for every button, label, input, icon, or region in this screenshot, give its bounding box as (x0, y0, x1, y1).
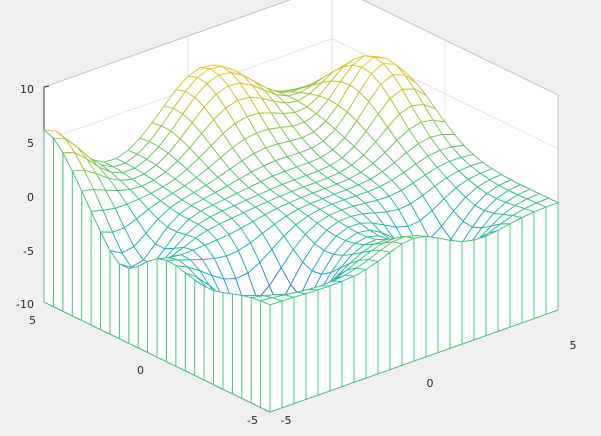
skirt-panel (437, 237, 451, 354)
skirt-panel (90, 211, 101, 331)
skirt-panel (269, 300, 283, 413)
skirt-panel (100, 231, 111, 335)
axes-ticks: 10 5 0 -5 -10 5 0 -5 -5 0 5 (16, 83, 576, 427)
skirt-panel (425, 235, 439, 358)
mesh-skirt (43, 128, 559, 413)
y-tick-label: 5 (29, 314, 36, 327)
skirt-panel (401, 237, 415, 366)
z-tick-label: 0 (27, 191, 34, 204)
z-tick-label: 5 (27, 137, 34, 150)
skirt-panel (293, 293, 307, 405)
skirt-panel (449, 239, 463, 349)
skirt-panel (128, 265, 139, 349)
y-tick-label: -5 (247, 414, 258, 427)
z-tick-label: -5 (23, 245, 34, 258)
skirt-panel (341, 275, 355, 388)
y-tick-label: 0 (137, 364, 144, 377)
skirt-panel (353, 268, 367, 383)
mesh-surface (42, 55, 560, 349)
skirt-panel (305, 289, 319, 400)
z-tick-label: 10 (20, 83, 34, 96)
skirt-panel (137, 260, 149, 354)
skirt-panel (533, 206, 547, 320)
skirt-panel (485, 229, 499, 337)
skirt-panel (156, 258, 167, 363)
skirt-panel (241, 294, 252, 404)
skirt-panel (329, 280, 343, 392)
skirt-panel (175, 264, 186, 372)
skirt-panel (118, 263, 130, 344)
skirt-panel (81, 190, 92, 326)
skirt-panel (213, 289, 224, 390)
skirt-panel (165, 259, 177, 367)
z-tick (43, 85, 50, 88)
skirt-panel (71, 170, 83, 322)
skirt-panel (521, 211, 535, 324)
box-edge (361, 0, 559, 96)
x-tick-label: -5 (281, 414, 292, 427)
z-tick-label: -10 (16, 298, 34, 311)
skirt-panel (317, 285, 331, 396)
skirt-panel (413, 235, 427, 362)
skirt-panel (184, 271, 196, 377)
skirt-panel (473, 235, 487, 341)
skirt-panel (250, 297, 262, 409)
skirt-panel (377, 251, 391, 375)
skirt-panel (194, 279, 205, 381)
skirt-panel (62, 152, 73, 317)
skirt-panel (231, 293, 243, 399)
skirt-panel (389, 242, 403, 371)
skirt-panel (461, 239, 475, 345)
skirt-panel (365, 260, 379, 379)
skirt-panel (147, 258, 158, 358)
skirt-panel (509, 216, 523, 328)
box-edge (43, 0, 291, 88)
skirt-panel (497, 223, 511, 332)
x-tick-label: 0 (427, 377, 434, 390)
skirt-panel (43, 128, 54, 308)
skirt-panel (281, 296, 295, 409)
skirt-panel (109, 249, 120, 340)
x-tick-label: 5 (570, 339, 577, 352)
skirt-panel (222, 292, 233, 395)
skirt-panel (203, 285, 214, 386)
skirt-panel (52, 136, 64, 312)
skirt-panel (260, 300, 271, 413)
skirt-panel (545, 201, 559, 315)
